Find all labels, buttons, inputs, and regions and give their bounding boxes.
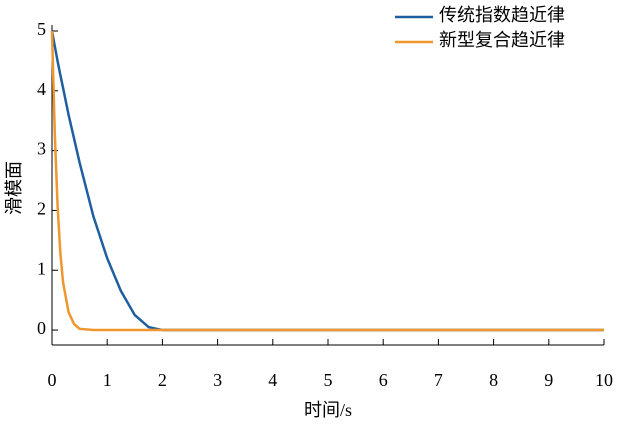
x-axis-label: 时间/s [304,400,352,420]
x-tick-label: 4 [268,370,277,390]
y-tick-label: 5 [37,19,46,39]
x-tick-label: 6 [379,370,388,390]
x-tick-label: 0 [48,370,57,390]
series-line [50,30,604,332]
x-tick-label: 5 [324,370,333,390]
y-axis-label: 滑模面 [4,161,24,215]
y-tick-label: 3 [37,139,46,159]
series-line [50,30,604,332]
x-tick-label: 9 [544,370,553,390]
y-tick-label: 1 [37,258,46,278]
legend-label: 新型复合趋近律 [439,30,565,50]
legend-label: 传统指数趋近律 [439,5,565,25]
x-tick-label: 8 [489,370,498,390]
y-tick-label: 0 [37,318,46,338]
y-tick-label: 2 [37,199,46,219]
x-tick-label: 10 [595,370,613,390]
y-tick-label: 4 [37,79,46,99]
x-tick-label: 1 [103,370,112,390]
x-tick-label: 3 [213,370,222,390]
x-tick-label: 7 [434,370,443,390]
x-tick-label: 2 [158,370,167,390]
